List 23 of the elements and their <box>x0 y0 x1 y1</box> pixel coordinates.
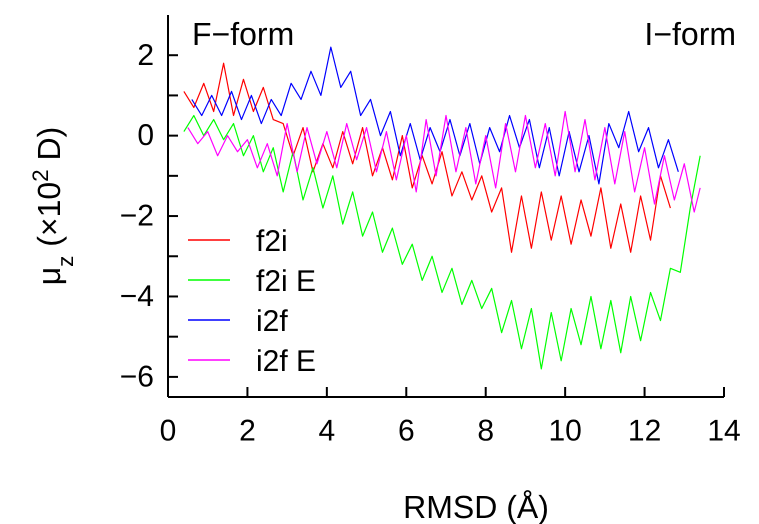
x-tick-label: 4 <box>318 414 336 448</box>
x-tick-label: 8 <box>477 414 494 448</box>
x-tick-label: 2 <box>239 414 256 448</box>
y-tick-label: −2 <box>120 200 154 233</box>
legend-label: f2i E <box>256 265 316 298</box>
y-tick-label: −4 <box>120 280 154 314</box>
y-tick-label: −6 <box>120 360 154 394</box>
legend-label: i2f E <box>256 345 316 378</box>
annotation: F−form <box>192 16 294 52</box>
line-series <box>183 114 701 370</box>
y-tick-label: 2 <box>137 38 154 72</box>
x-tick-label: 14 <box>707 414 741 448</box>
annotation: I−form <box>644 16 736 52</box>
line-series <box>191 46 679 184</box>
line-series <box>183 62 671 253</box>
x-tick-label: 10 <box>548 414 582 448</box>
x-tick-label: 6 <box>398 414 415 448</box>
legend-label: i2f <box>256 305 288 338</box>
x-tick-label: 12 <box>628 414 662 448</box>
y-tick-label: 0 <box>137 119 154 152</box>
line-series <box>187 110 701 213</box>
legend-label: f2i <box>256 225 288 258</box>
x-tick-label: 0 <box>160 414 176 448</box>
